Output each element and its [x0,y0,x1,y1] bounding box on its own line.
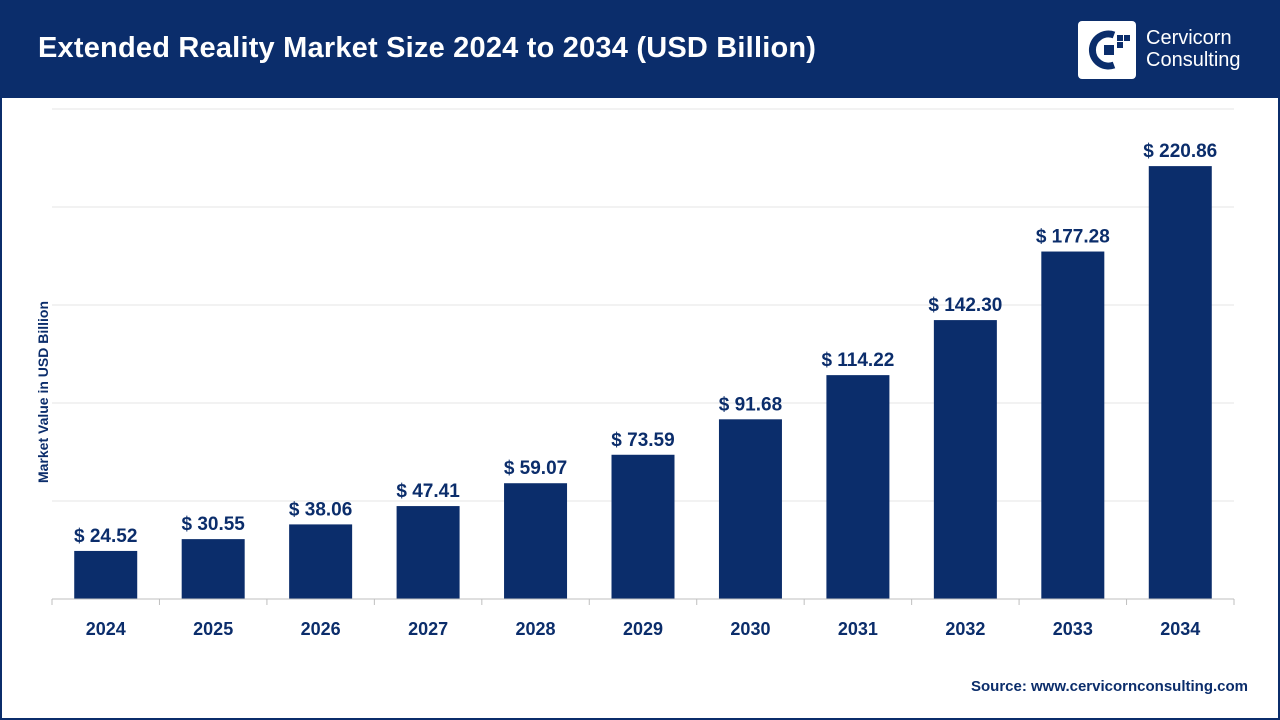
x-tick-label-2028: 2028 [516,619,556,639]
x-tick-label-2026: 2026 [301,619,341,639]
bars [74,166,1212,600]
bar-2024 [74,550,138,599]
x-tick-label-2034: 2034 [1160,619,1200,639]
brand-name-line2: Consulting [1146,49,1241,71]
bar-chart: $ 24.52 $ 30.55 $ 38.06 $ 47.41 $ 59.07 $ 73.… [35,108,1235,639]
brand-name: Cervicorn Consulting [1146,27,1241,71]
data-label-2028: $ 59.07 [504,458,567,479]
bar-2029 [611,454,675,599]
brand-logo: Cervicorn Consulting [1078,21,1268,79]
data-label-2031: $ 114.22 [821,350,894,371]
y-axis-label: Market Value in USD Billion [35,301,51,483]
bar-2028 [504,483,568,599]
bar-2030 [718,419,782,599]
x-tick-label-2025: 2025 [193,619,233,639]
x-axis: 2024 2025 2026 2027 2028 2029 2030 2031 2032 2033… [51,598,1235,639]
x-tick-label-2031: 2031 [838,619,878,639]
data-label-2032: $ 142.30 [928,295,1002,316]
x-tick-label-2027: 2027 [408,619,448,639]
x-tick-label-2030: 2030 [730,619,770,639]
header-banner: Extended Reality Market Size 2024 to 203… [2,2,1278,98]
x-tick-label-2032: 2032 [945,619,985,639]
cervicorn-logo-icon [1078,21,1136,79]
bar-2025 [181,539,245,599]
data-label-2030: $ 91.68 [719,394,782,415]
source-note: Source: www.cervicornconsulting.com [970,678,1248,695]
bar-2033 [1041,251,1105,600]
bar-2026 [289,524,353,599]
grid-lines [52,108,1234,502]
data-label-2024: $ 24.52 [74,526,137,547]
data-label-2026: $ 38.06 [289,499,352,520]
bar-2032 [933,320,997,599]
data-label-2033: $ 177.28 [1036,227,1110,248]
x-tick-label-2024: 2024 [86,619,126,639]
brand-name-line1: Cervicorn [1146,27,1232,49]
x-tick-label-2029: 2029 [623,619,663,639]
data-label-2034: $ 220.86 [1143,141,1217,162]
data-label-2027: $ 47.41 [396,481,460,502]
bar-2031 [826,375,890,599]
data-label-2025: $ 30.55 [181,514,245,535]
x-tick-label-2033: 2033 [1053,619,1093,639]
bar-2027 [396,506,460,599]
data-labels: $ 24.52 $ 30.55 $ 38.06 $ 47.41 $ 59.07 $ 73.… [74,141,1217,547]
data-label-2029: $ 73.59 [611,430,674,451]
bar-2034 [1148,166,1212,600]
chart-title: Extended Reality Market Size 2024 to 203… [38,32,817,64]
